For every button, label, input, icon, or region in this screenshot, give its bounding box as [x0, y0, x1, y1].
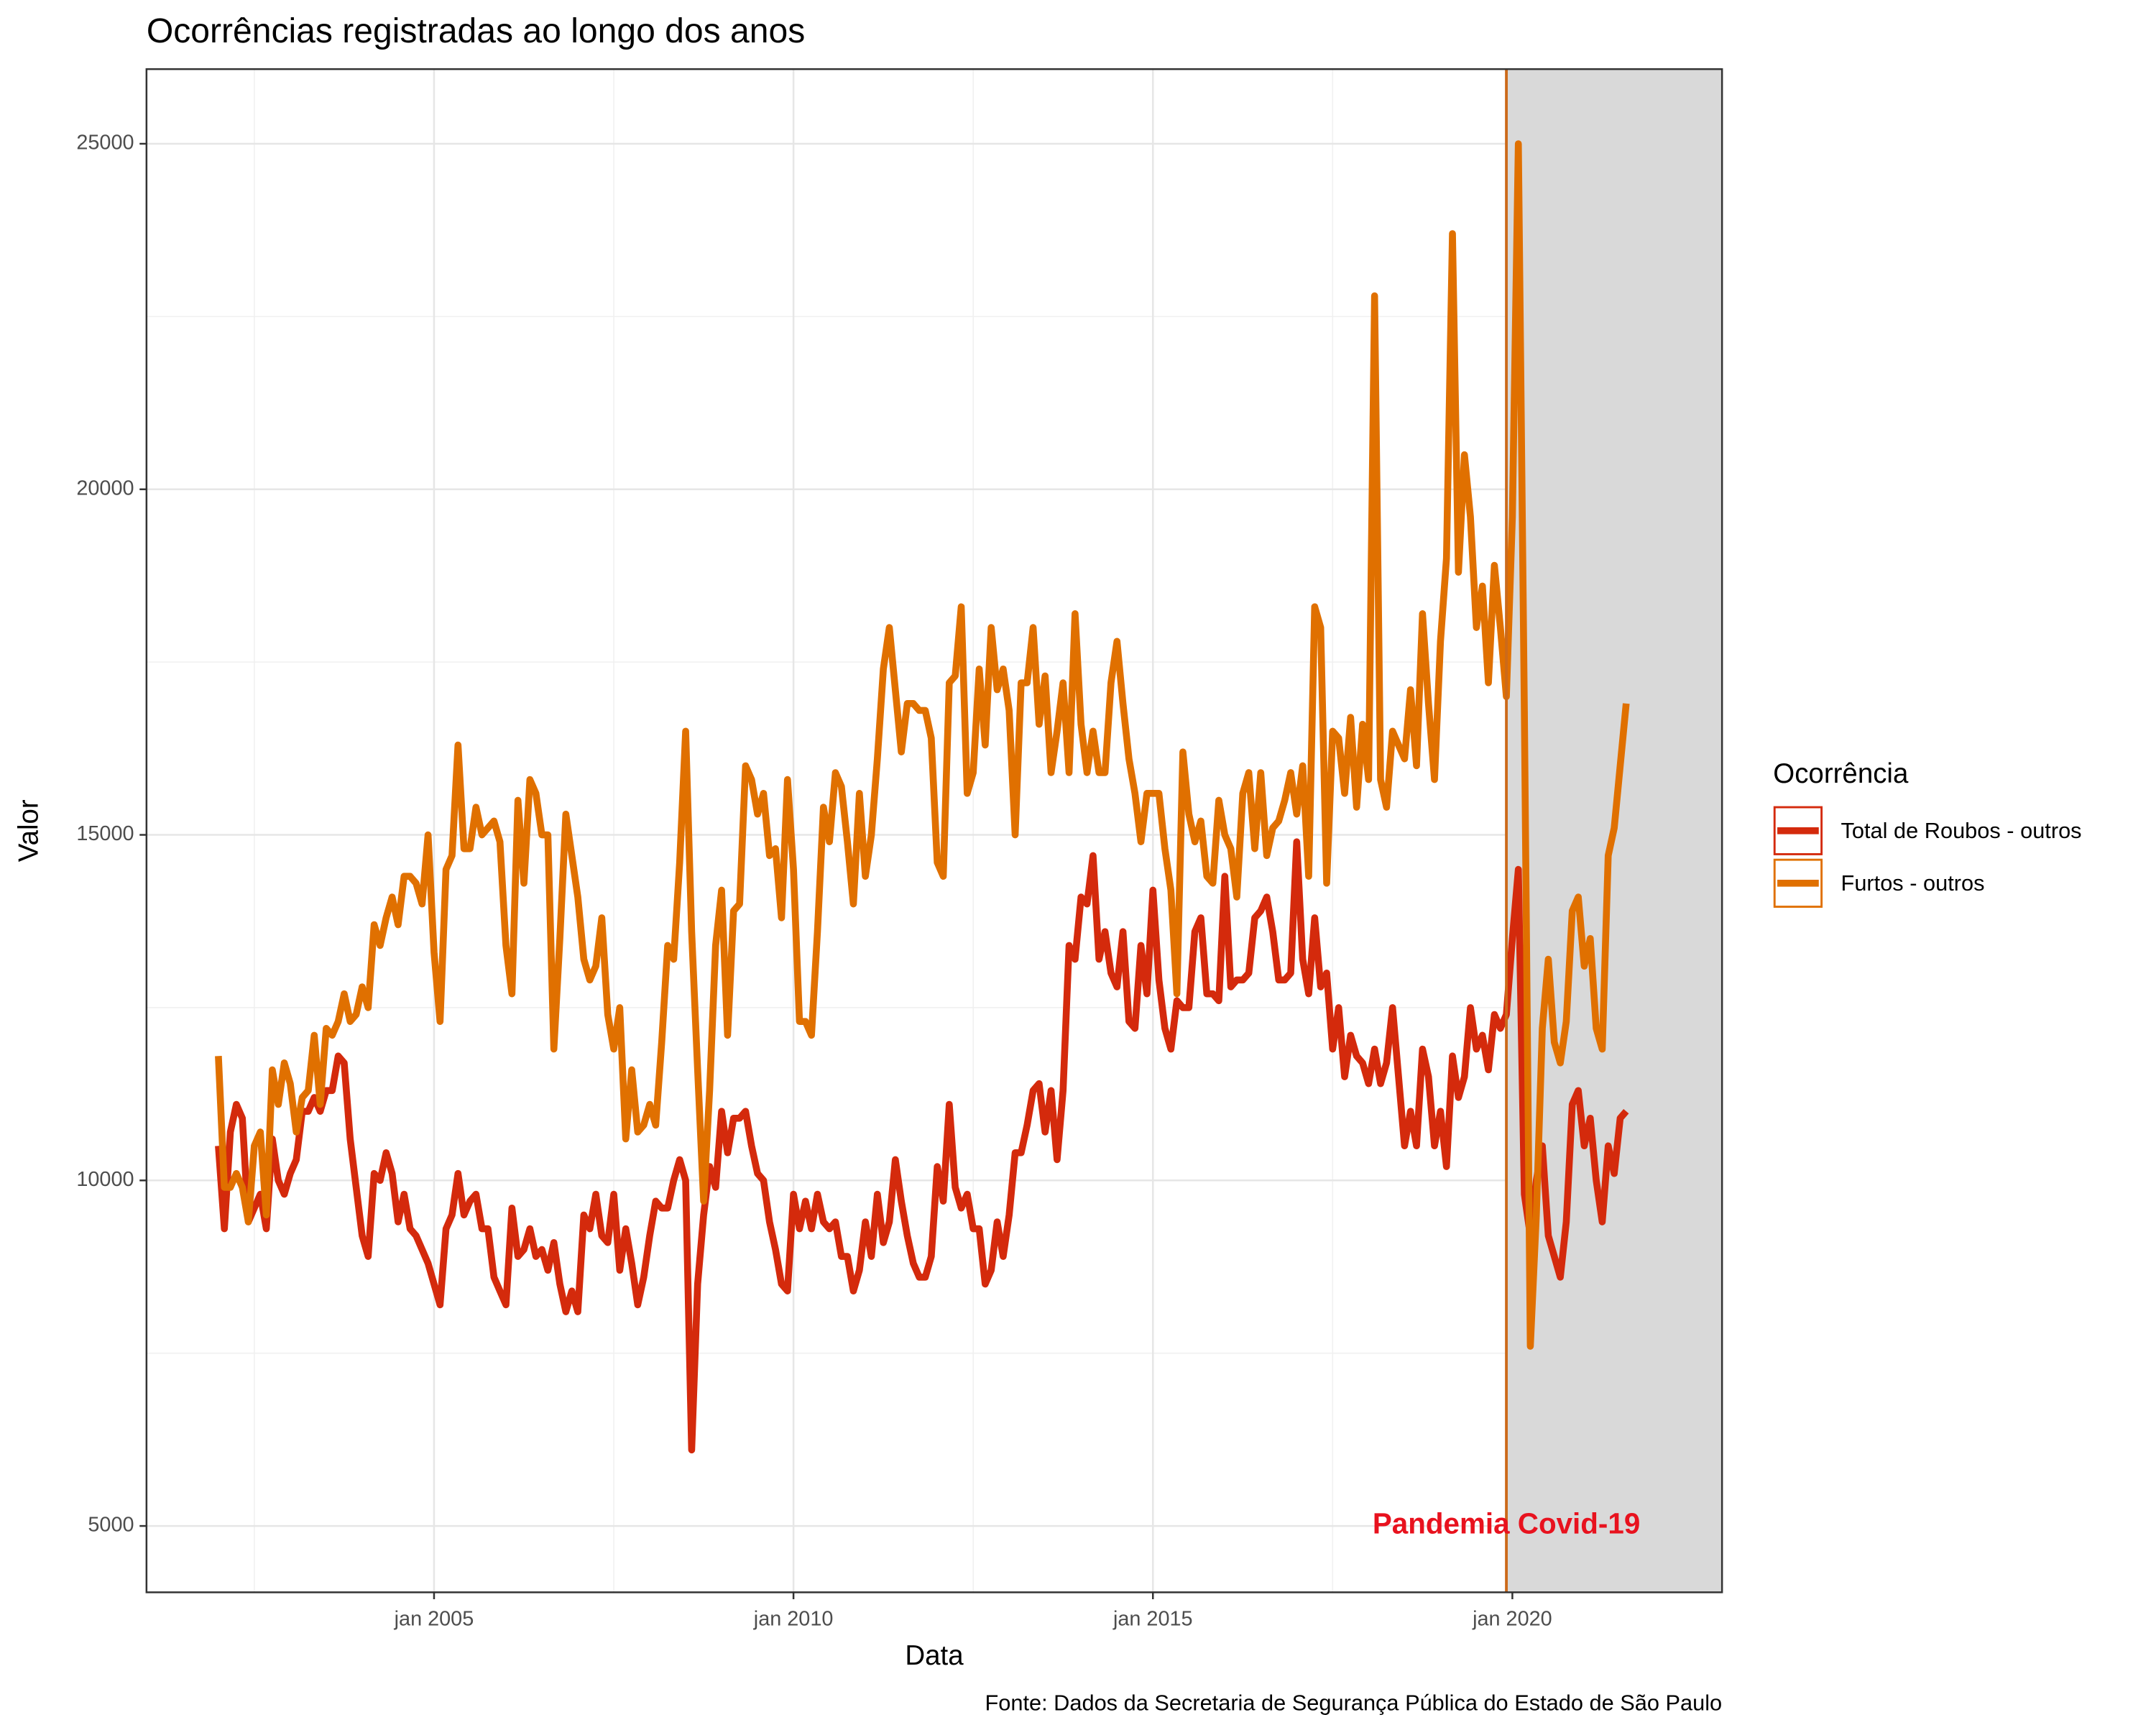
y-tick-label: 10000 [76, 1168, 134, 1191]
y-tick-label: 15000 [76, 822, 134, 845]
x-tick-label: jan 2010 [753, 1607, 834, 1630]
x-tick-label: jan 2015 [1112, 1607, 1193, 1630]
legend-label: Furtos - outros [1841, 870, 1985, 896]
y-tick-label: 20000 [76, 477, 134, 500]
series-line [215, 838, 1629, 1454]
y-tick-label: 25000 [76, 132, 134, 155]
series-line [215, 140, 1630, 1350]
annotation: Pandemia Covid-19 [1373, 1507, 1640, 1540]
x-tick-label: jan 2005 [394, 1607, 474, 1630]
x-axis-label: Data [905, 1640, 964, 1671]
y-tick-label: 5000 [88, 1514, 134, 1537]
y-axis-label: Valor [13, 799, 44, 862]
chart-title: Ocorrências registradas ao longo dos ano… [147, 12, 805, 50]
x-tick-label: jan 2020 [1472, 1607, 1552, 1630]
legend-title: Ocorrência [1773, 758, 1909, 789]
legend-label: Total de Roubos - outros [1841, 818, 2082, 843]
plot-border [145, 68, 1723, 1593]
caption: Fonte: Dados da Secretaria de Segurança … [985, 1690, 1722, 1715]
